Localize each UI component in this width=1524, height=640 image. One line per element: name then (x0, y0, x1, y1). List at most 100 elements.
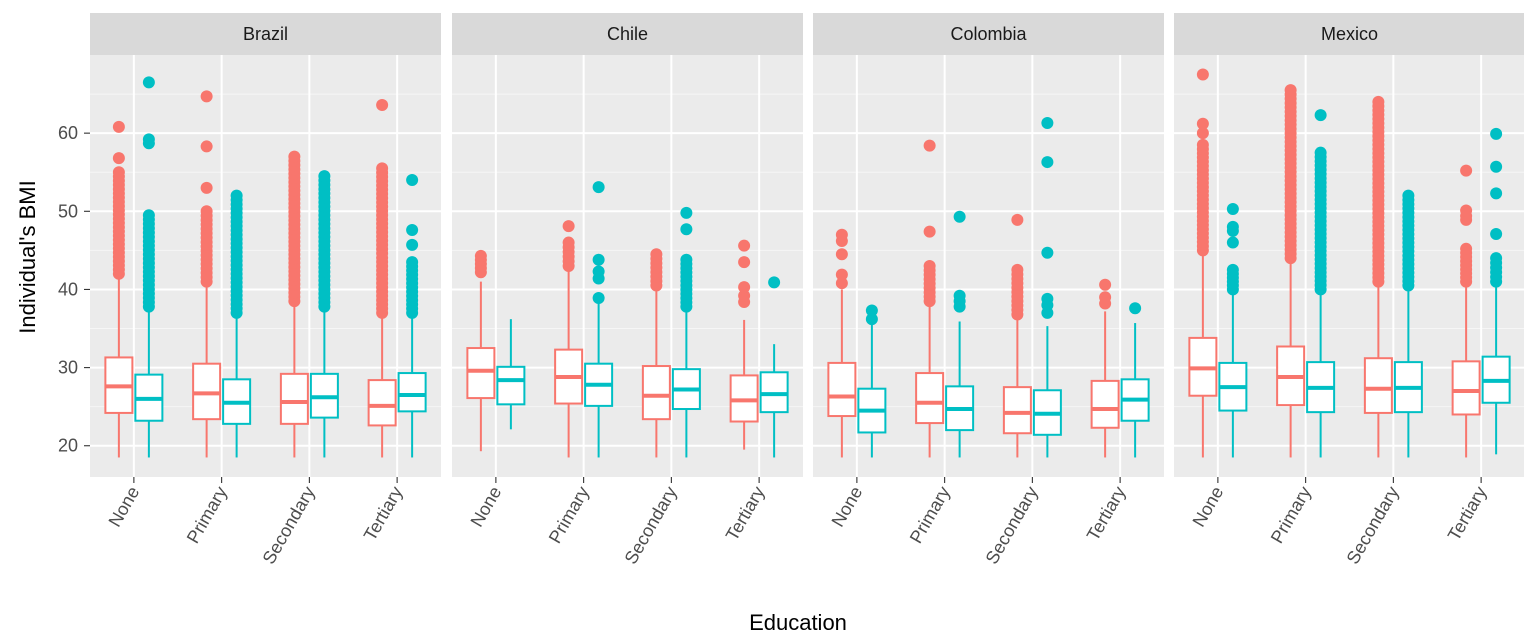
panels-layer: Brazil None Primary Secondary Tertiary Chile N… (90, 13, 1524, 568)
outlier-point (1284, 84, 1297, 97)
x-tick-label: None (467, 483, 506, 530)
outlier-point (835, 228, 848, 241)
outlier-point (230, 189, 243, 202)
y-tick-label: 40 (58, 279, 78, 299)
outlier-point (738, 239, 751, 252)
box-secondary-series-1 (1363, 95, 1393, 458)
outlier-point (112, 120, 125, 133)
outlier-point (288, 150, 301, 163)
box-none-series-1 (827, 228, 857, 458)
y-axis: 20 30 40 50 60 (58, 123, 90, 456)
box-tertiary-series-2 (1481, 127, 1511, 455)
y-tick-label: 60 (58, 123, 78, 143)
outlier-point (1196, 127, 1209, 140)
outlier-point (768, 276, 781, 289)
outlier-point (562, 236, 575, 249)
box-body (397, 372, 427, 413)
outlier-point (376, 99, 389, 112)
box-tertiary-series-2 (397, 174, 427, 458)
outlier-point (406, 256, 419, 269)
x-tick-label: Tertiary (360, 483, 407, 544)
box-tertiary-series-1 (1451, 164, 1481, 458)
box-primary-series-2 (1306, 109, 1336, 458)
outlier-point (1099, 291, 1112, 304)
box-primary-series-2 (584, 181, 614, 458)
outlier-point (738, 256, 751, 269)
outlier-point (142, 209, 155, 222)
box-body (1451, 360, 1481, 416)
outlier-point (923, 260, 936, 272)
outlier-point (953, 210, 966, 223)
box-primary-series-1 (192, 90, 222, 458)
y-tick-label: 30 (58, 358, 78, 378)
box-none-series-2 (134, 76, 164, 458)
facet-strip-label: Chile (607, 24, 648, 44)
facet-strip-label: Mexico (1321, 24, 1378, 44)
x-tick-label: Secondary (1342, 483, 1402, 568)
outlier-point (1226, 202, 1239, 215)
facet-strip-label: Brazil (243, 24, 288, 44)
outlier-point (835, 268, 848, 281)
box-none-series-2 (857, 304, 887, 458)
outlier-point (865, 313, 878, 326)
box-secondary-series-1 (641, 248, 671, 458)
box-primary-series-1 (915, 139, 945, 458)
box-secondary-series-1 (279, 150, 309, 458)
y-tick-label: 20 (58, 436, 78, 456)
outlier-point (1490, 227, 1503, 240)
outlier-point (953, 289, 966, 302)
outlier-point (923, 139, 936, 152)
facet-panel-brazil: Brazil None Primary Secondary Tertiary (90, 13, 441, 568)
box-body (641, 365, 671, 421)
outlier-point (1099, 278, 1112, 291)
box-none-series-2 (1218, 202, 1248, 458)
box-body (496, 365, 526, 406)
x-tick-label: Secondary (620, 483, 680, 568)
box-body (1363, 357, 1393, 414)
box-secondary-series-2 (1032, 116, 1062, 458)
box-body (915, 372, 945, 425)
outlier-point (1460, 164, 1473, 177)
outlier-point (1226, 236, 1239, 249)
outlier-point (406, 238, 419, 251)
outlier-point (1196, 138, 1209, 151)
x-tick-label: Primary (545, 483, 593, 547)
outlier-point (112, 152, 125, 165)
outlier-point (406, 224, 419, 237)
box-body (827, 361, 857, 418)
box-tertiary-series-1 (729, 239, 759, 450)
outlier-point (1490, 160, 1503, 173)
outlier-point (1041, 116, 1054, 129)
outlier-point (406, 174, 419, 187)
x-tick-label: Tertiary (722, 483, 769, 544)
x-tick-label: Primary (1267, 483, 1315, 547)
x-tick-label: Secondary (258, 483, 318, 568)
outlier-point (376, 162, 389, 175)
y-axis-title: Individual's BMI (15, 180, 40, 333)
box-primary-series-1 (554, 220, 584, 458)
x-tick-label: Tertiary (1444, 483, 1491, 544)
outlier-point (474, 249, 487, 262)
outlier-point (865, 304, 878, 317)
x-tick-label: None (1189, 483, 1228, 530)
x-tick-label: Primary (183, 483, 231, 547)
outlier-point (592, 253, 605, 266)
box-secondary-series-1 (1002, 213, 1032, 458)
box-none-series-1 (104, 120, 134, 458)
box-tertiary-series-1 (1090, 278, 1120, 458)
outlier-point (200, 90, 213, 103)
facet-strip-label: Colombia (950, 24, 1027, 44)
box-none-series-2 (496, 319, 526, 430)
outlier-point (1196, 68, 1209, 81)
y-tick-label: 50 (58, 201, 78, 221)
outlier-point (650, 248, 663, 261)
outlier-point (592, 181, 605, 194)
facet-strip (90, 13, 441, 55)
outlier-point (200, 205, 213, 218)
outlier-point (923, 225, 936, 238)
outlier-point (1041, 292, 1054, 305)
box-body (466, 347, 496, 400)
x-tick-label: None (105, 483, 144, 530)
outlier-point (1460, 242, 1473, 255)
